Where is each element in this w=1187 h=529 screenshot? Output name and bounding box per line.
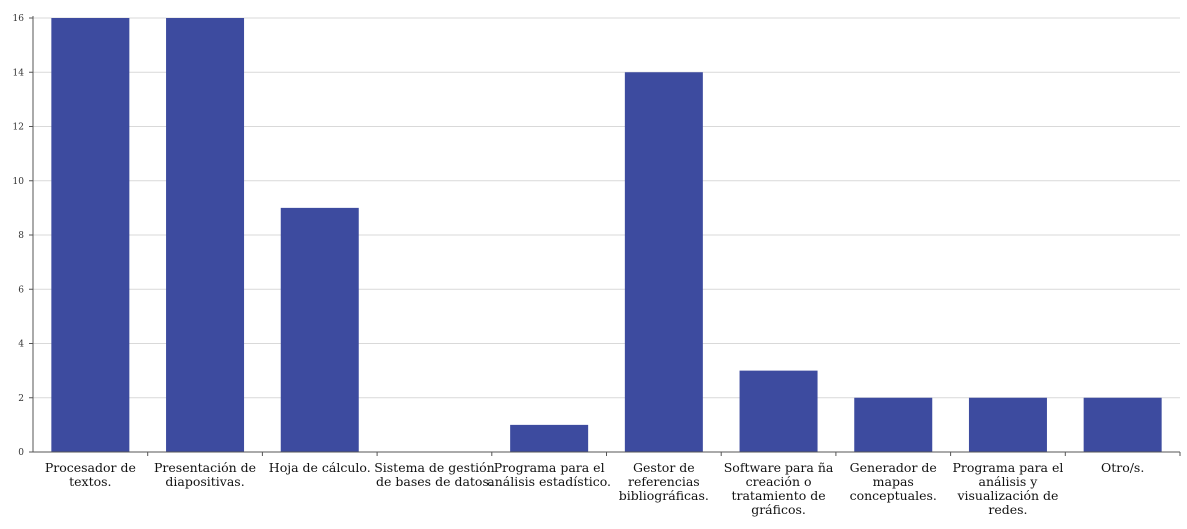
- x-tick-label-line: redes.: [988, 502, 1027, 517]
- bar: [166, 18, 245, 452]
- axis-layer: [29, 16, 1181, 456]
- bar: [854, 397, 933, 452]
- x-tick-label: Otro/s.: [1101, 460, 1144, 475]
- x-tick-label-line: referencias: [628, 474, 700, 489]
- bar: [280, 207, 359, 452]
- x-tick-label-line: Sistema de gestión: [374, 460, 494, 475]
- bar: [739, 370, 818, 452]
- x-tick-label-line: Generador de: [850, 460, 937, 475]
- y-tick-label: 16: [13, 14, 25, 24]
- x-tick-label: Presentación de diapositivas.: [154, 460, 256, 489]
- x-tick-label-line: Procesador de: [45, 460, 136, 475]
- x-tick-label-line: análisis y: [979, 474, 1039, 489]
- x-tick-label-line: tratamiento de: [731, 488, 825, 503]
- bar: [510, 424, 589, 452]
- x-tick-label-line: Presentación de: [154, 460, 256, 475]
- label-layer: 0 2 4 6 8 10 12 14 16 Procesador de textos. Present…: [13, 14, 1145, 517]
- x-tick-label-line: gráficos.: [751, 502, 806, 517]
- x-tick-label: Gestor de referencias bibliográficas.: [619, 460, 709, 503]
- bar: [1083, 397, 1162, 452]
- x-tick-label-line: de bases de datos.: [376, 474, 493, 489]
- y-tick-label: 4: [18, 340, 24, 350]
- x-tick-label: Generador de mapas conceptuales.: [850, 460, 937, 503]
- bar: [968, 397, 1047, 452]
- y-tick-label: 14: [13, 68, 25, 78]
- y-tick-label: 12: [13, 123, 24, 133]
- x-tick-label: Programa para el análisis estadístico.: [487, 460, 611, 489]
- bar-layer: [51, 18, 1162, 452]
- x-tick-label-line: textos.: [69, 474, 111, 489]
- bar: [51, 18, 130, 452]
- x-tick-label: Procesador de textos.: [45, 460, 136, 489]
- y-tick-label: 10: [13, 177, 25, 187]
- x-tick-label: Hoja de cálculo.: [269, 460, 371, 475]
- x-tick-label-line: mapas: [873, 474, 914, 489]
- x-tick-label-line: Software para ña: [724, 460, 834, 475]
- x-tick-label-line: Hoja de cálculo.: [269, 460, 371, 475]
- x-tick-label-line: diapositivas.: [165, 474, 244, 489]
- y-tick-label: 2: [18, 394, 24, 404]
- x-tick-label-line: Programa para el: [494, 460, 605, 475]
- x-tick-label: Software para ña creación o tratamiento de…: [724, 460, 834, 517]
- x-tick-label-line: análisis estadístico.: [487, 474, 611, 489]
- x-tick-label-line: conceptuales.: [850, 488, 937, 503]
- y-tick-label: 0: [18, 448, 24, 458]
- x-tick-label: Sistema de gestión de bases de datos.: [374, 460, 494, 489]
- x-tick-label-line: visualización de: [956, 488, 1058, 503]
- x-tick-label: Programa para el análisis y visualización …: [953, 460, 1064, 517]
- x-tick-label-line: Programa para el: [953, 460, 1064, 475]
- y-tick-label: 8: [18, 231, 24, 241]
- y-tick-label: 6: [18, 285, 24, 295]
- x-tick-label-line: creación o: [746, 474, 812, 489]
- bar: [624, 72, 703, 452]
- x-tick-label-line: Otro/s.: [1101, 460, 1144, 475]
- x-tick-label-line: bibliográficas.: [619, 488, 709, 503]
- x-tick-label-line: Gestor de: [633, 460, 695, 475]
